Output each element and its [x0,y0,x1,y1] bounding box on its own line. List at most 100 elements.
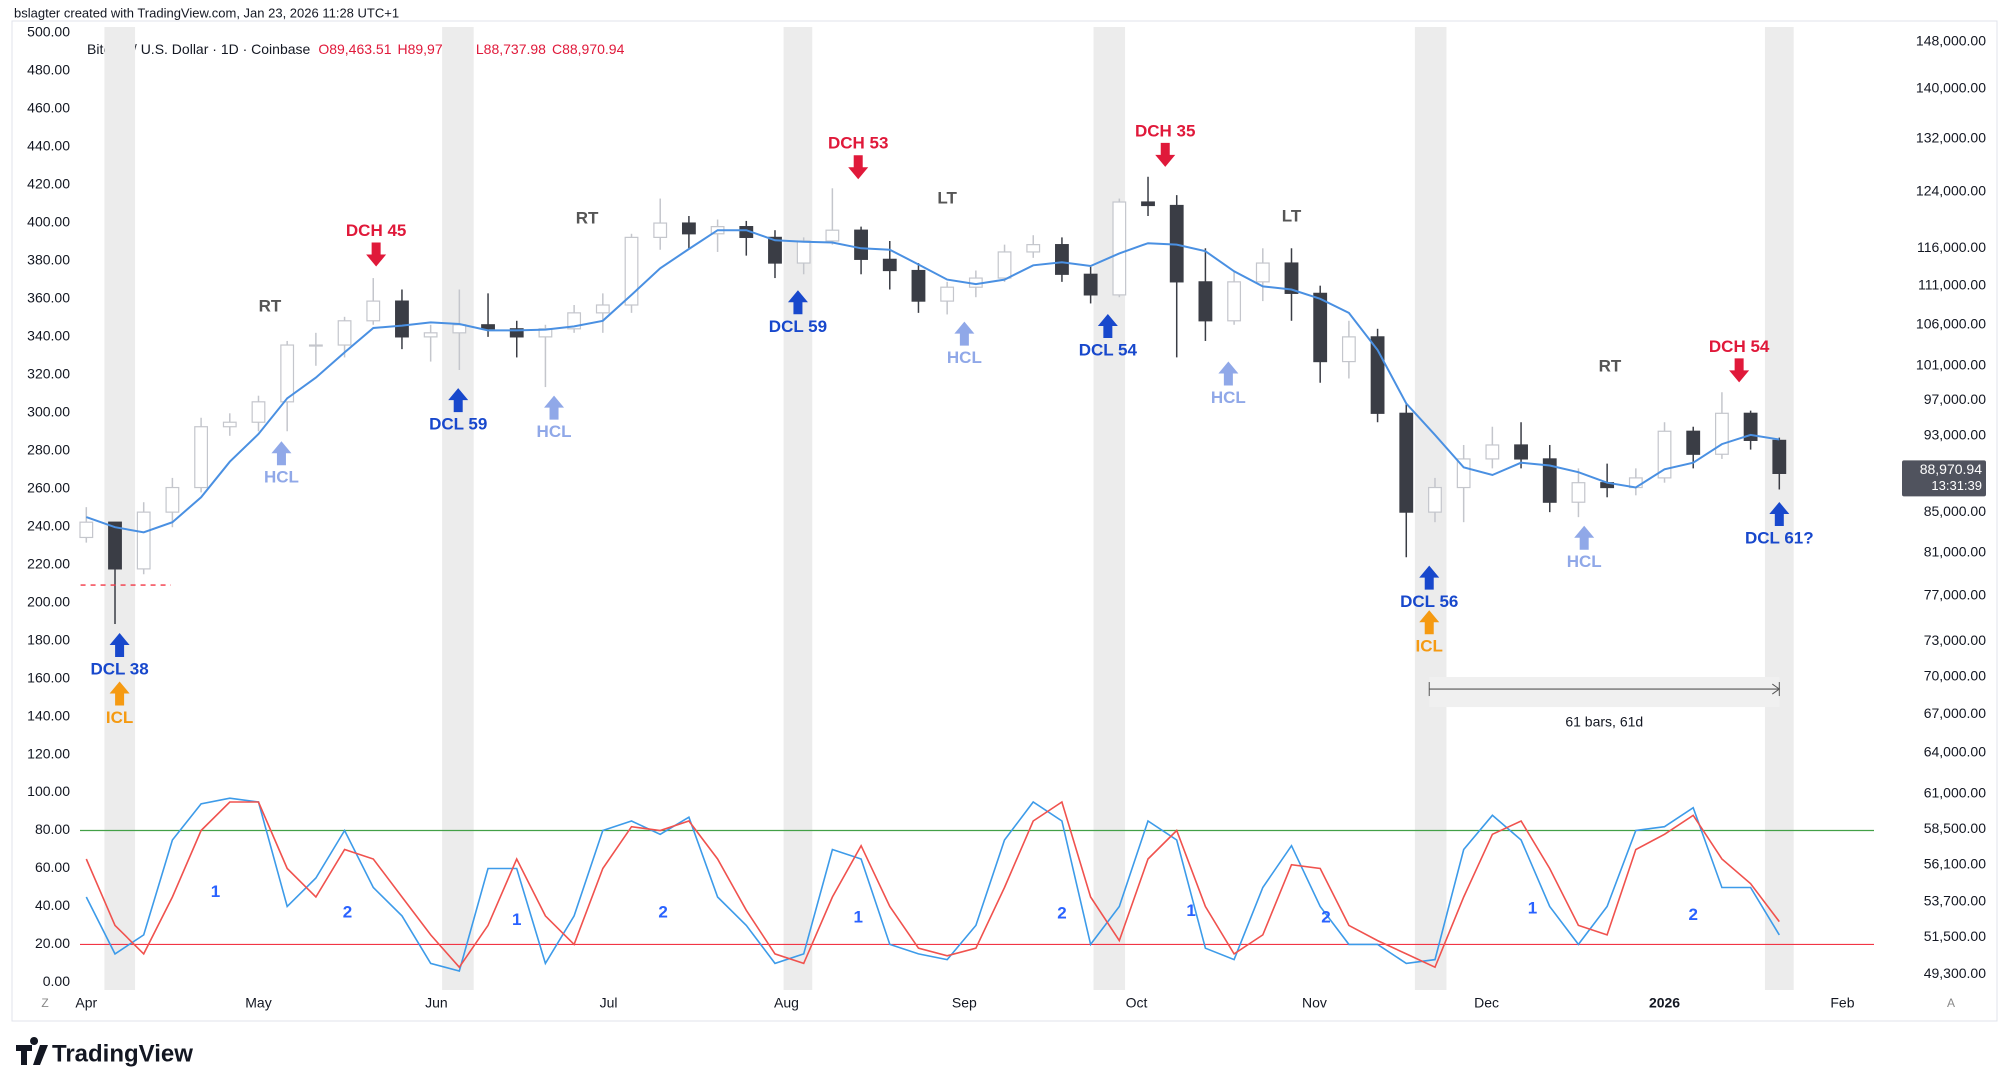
candle-body [222,421,237,428]
cycle-label: 2 [1688,905,1697,924]
annotation: LT [937,188,957,207]
annotation: DCL 56 [1400,592,1458,611]
y-tick-label: 480.00 [27,62,70,78]
logo[interactable]: TradingView [16,1037,193,1067]
y-tick-label: 420.00 [27,176,70,192]
candle-body [681,222,696,235]
y-tick-label: 140.00 [27,707,70,723]
annotation: DCL 54 [1079,341,1138,360]
cycle-label: 2 [1057,904,1066,923]
y2-tick-label: 77,000.00 [1924,587,1986,603]
annotation: DCH 53 [828,134,888,153]
y-tick-label: 460.00 [27,100,70,116]
candle-body [509,328,524,338]
measure-arrowhead [1772,683,1781,695]
annotation: DCH 54 [1709,337,1770,356]
x-tick-label: Sep [952,995,977,1011]
y-tick-label: 500.00 [27,24,70,40]
y2-tick-label: 53,700.00 [1924,893,1986,909]
candle-body [1083,273,1098,296]
y-tick-label: 400.00 [27,214,70,230]
candle-body [1542,458,1557,503]
moving-average [85,229,1780,534]
y-tick-label: 20.00 [35,935,70,951]
y2-tick-label: 56,100.00 [1924,855,1986,871]
y2-tick-label: 101,000.00 [1916,356,1986,372]
x-tick-label: Apr [75,995,97,1011]
y-tick-label: 260.00 [27,479,70,495]
corner-button[interactable]: Z [41,996,48,1010]
candle-body [1313,292,1328,363]
y-tick-label: 380.00 [27,252,70,268]
countdown: 13:31:39 [1931,478,1982,493]
y-tick-label: 220.00 [27,555,70,571]
y-tick-label: 360.00 [27,290,70,306]
annotation: HCL [264,468,299,487]
corner-button[interactable]: A [1947,996,1955,1010]
candle-body [653,222,668,238]
y-tick-label: 80.00 [35,821,70,837]
candle-body [940,286,955,302]
candle-body [481,324,495,330]
candle-body [882,258,897,272]
y2-tick-label: 85,000.00 [1924,503,1986,519]
y-tick-label: 440.00 [27,138,70,154]
y2-tick-label: 70,000.00 [1924,668,1986,684]
y2-tick-label: 73,000.00 [1924,632,1986,648]
y-tick-label: 40.00 [35,897,70,913]
y2-tick-label: 58,500.00 [1924,820,1986,836]
candle-body [108,521,122,570]
ohlc: C88,970.94 [552,41,625,57]
arrow-down [1155,142,1176,167]
cycle-band [442,27,474,990]
ohlc: L88,737.98 [476,41,546,57]
candle-body [1227,281,1242,322]
arrow-up [544,395,565,420]
candle-body [1485,444,1500,460]
annotation: DCH 45 [346,221,406,240]
y-tick-label: 160.00 [27,669,70,685]
arrow-up [787,290,808,315]
x-tick-label: May [245,995,271,1011]
last-price: 88,970.94 [1920,461,1982,477]
y2-tick-label: 148,000.00 [1916,32,1986,48]
candle-body [1141,201,1155,207]
annotation: HCL [537,422,572,441]
candle-body [1284,262,1299,294]
candle-body [280,344,295,403]
candle-body [1743,412,1758,441]
candle-body [165,486,180,513]
stoch-line [85,797,1780,972]
y-tick-label: 300.00 [27,403,70,419]
y-tick-label: 280.00 [27,441,70,457]
arrow-down [1729,358,1750,383]
credit: bslagter created with TradingView.com, J… [14,5,399,20]
arrow-up [1419,565,1440,590]
measure-label: 61 bars, 61d [1565,714,1643,730]
annotation: DCL 59 [769,317,827,336]
arrow-up [109,633,130,658]
arrow-up [271,441,292,466]
y2-tick-label: 124,000.00 [1916,182,1986,198]
arrow-down [848,155,869,180]
arrow-up [1574,525,1595,550]
cycle-label: 1 [211,882,220,901]
annotation: RT [1599,357,1622,376]
x-tick-label: Aug [774,995,799,1011]
y-tick-label: 200.00 [27,593,70,609]
logo-mark [16,1037,48,1065]
cycle-label: 1 [853,908,862,927]
candle-body [1026,244,1041,253]
annotation: ICL [1416,637,1443,656]
annotation: RT [259,296,282,315]
ohlc: O89,463.51 [318,41,391,57]
cycle-label: 1 [1528,899,1537,918]
candle-body [1571,482,1586,503]
chart-frame [11,20,1998,1022]
arrow-up [109,681,130,706]
candle-body [366,300,381,322]
y-tick-label: 240.00 [27,517,70,533]
cycle-label: 2 [1321,908,1330,927]
annotation: DCL 59 [429,415,487,434]
